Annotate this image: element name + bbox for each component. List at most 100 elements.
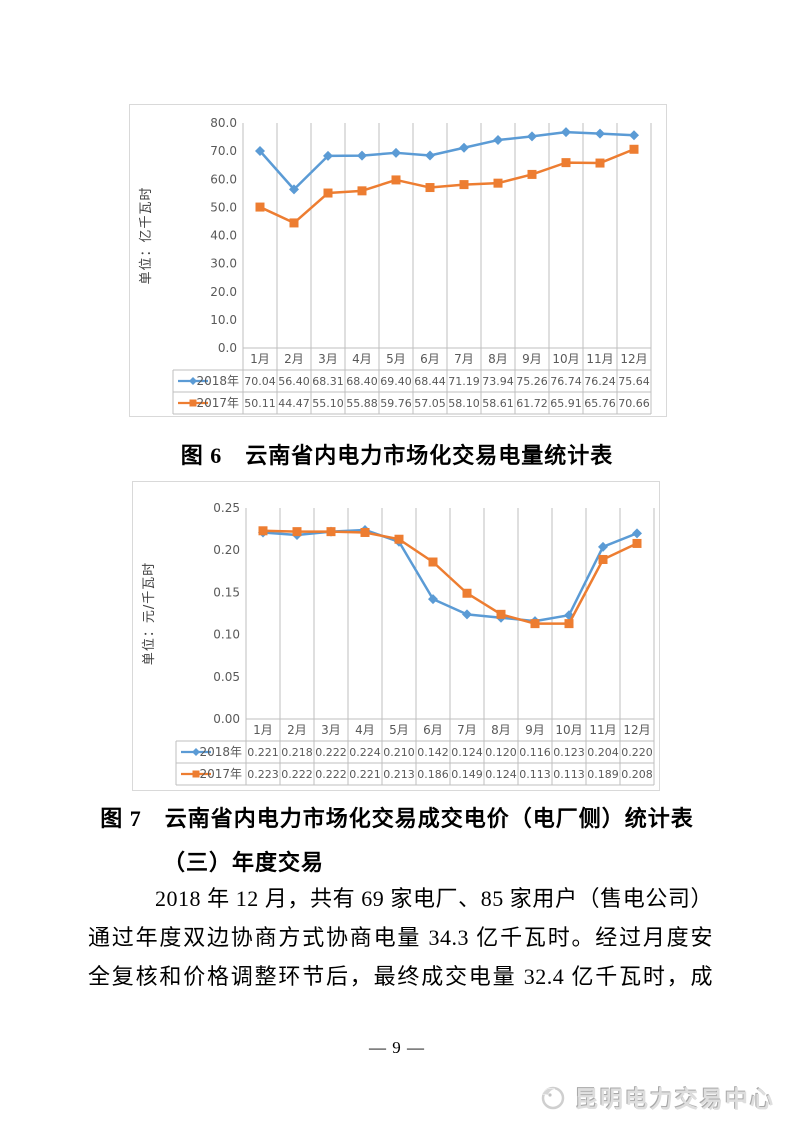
data-point-2017年 bbox=[394, 534, 404, 544]
y-axis-unit-label: 单位：亿千瓦时 bbox=[139, 186, 154, 284]
month-label: 7月 bbox=[454, 352, 474, 366]
data-point-2018年 bbox=[595, 128, 605, 139]
month-label: 1月 bbox=[253, 723, 273, 737]
value-cell: 75.64 bbox=[618, 375, 650, 388]
value-cell: 50.11 bbox=[244, 397, 276, 410]
y-tick-label: 30.0 bbox=[210, 257, 237, 271]
month-label: 4月 bbox=[352, 352, 372, 366]
value-cell: 0.221 bbox=[247, 746, 279, 759]
value-cell: 0.120 bbox=[485, 746, 517, 759]
data-point-2018年 bbox=[629, 130, 639, 141]
value-cell: 0.124 bbox=[451, 746, 483, 759]
value-cell: 75.26 bbox=[516, 375, 548, 388]
value-cell: 0.220 bbox=[621, 746, 653, 759]
value-cell: 59.76 bbox=[380, 397, 412, 410]
value-cell: 0.224 bbox=[349, 746, 381, 759]
figure-7-chart-box: 0.25 0.20 0.15 0.10 0.05 0.00 单位：元/千瓦时 1月 2月 3月 4月… bbox=[132, 481, 660, 791]
data-point-2017年 bbox=[323, 188, 333, 198]
value-cell: 76.24 bbox=[584, 375, 616, 388]
data-point-2017年 bbox=[527, 169, 537, 179]
month-label: 5月 bbox=[389, 723, 409, 737]
value-cell: 0.223 bbox=[247, 768, 279, 781]
data-point-2018年 bbox=[357, 150, 367, 161]
data-point-2017年 bbox=[493, 178, 503, 188]
figure-6-line-chart: 80.0 70.0 60.0 50.0 40.0 30.0 20.0 10.0 0.0 单位：亿千… bbox=[139, 116, 652, 415]
y-tick-label: 70.0 bbox=[210, 144, 237, 158]
y-tick-label: 0.05 bbox=[213, 670, 240, 684]
value-cell: 0.149 bbox=[451, 768, 483, 781]
value-cell: 0.186 bbox=[417, 768, 449, 781]
month-label: 2月 bbox=[287, 723, 307, 737]
value-cell: 0.210 bbox=[383, 746, 415, 759]
legend-series-name: 2017年 bbox=[199, 767, 242, 781]
value-cell: 0.116 bbox=[519, 746, 551, 759]
data-point-2018年 bbox=[391, 147, 401, 158]
data-point-2018年 bbox=[289, 184, 299, 195]
data-point-2017年 bbox=[326, 527, 336, 537]
data-point-2017年 bbox=[595, 158, 605, 168]
y-tick-label: 10.0 bbox=[210, 313, 237, 327]
exchange-logo-icon bbox=[541, 1086, 565, 1110]
data-point-2018年 bbox=[255, 146, 265, 157]
figure-7-caption: 图 7 云南省内电力市场化交易成交电价（电厂侧）统计表 bbox=[100, 806, 694, 831]
value-cell: 76.74 bbox=[550, 375, 582, 388]
legend-marker-2017年 bbox=[192, 770, 200, 778]
month-label: 10月 bbox=[552, 352, 579, 366]
y-axis-unit-label: 单位：元/千瓦时 bbox=[142, 562, 157, 665]
value-cell: 0.189 bbox=[587, 768, 619, 781]
value-cell: 0.113 bbox=[519, 768, 551, 781]
data-point-2017年 bbox=[292, 527, 302, 537]
month-label: 5月 bbox=[386, 352, 406, 366]
value-cell: 57.05 bbox=[414, 397, 446, 410]
data-point-2017年 bbox=[425, 183, 435, 193]
figure-7-line-chart: 0.25 0.20 0.15 0.10 0.05 0.00 单位：元/千瓦时 1月 2月 3月 4月… bbox=[142, 501, 655, 786]
value-cell: 58.61 bbox=[482, 397, 514, 410]
value-cell: 0.221 bbox=[349, 768, 381, 781]
y-tick-label: 0.15 bbox=[213, 585, 240, 599]
value-cell: 56.40 bbox=[278, 375, 310, 388]
value-cell: 0.204 bbox=[587, 746, 619, 759]
value-cell: 65.91 bbox=[550, 397, 582, 410]
data-point-2017年 bbox=[598, 554, 608, 564]
series-line-2018年 bbox=[259, 130, 635, 191]
month-label: 3月 bbox=[321, 723, 341, 737]
value-cell: 0.222 bbox=[315, 746, 347, 759]
month-label: 12月 bbox=[620, 352, 647, 366]
month-label: 6月 bbox=[420, 352, 440, 366]
legend-marker-2017年 bbox=[189, 399, 197, 407]
series-line-2017年 bbox=[262, 529, 638, 625]
data-point-2017年 bbox=[391, 175, 401, 185]
series-line-2017年 bbox=[259, 148, 635, 225]
value-cell: 0.113 bbox=[553, 768, 585, 781]
data-point-2017年 bbox=[496, 609, 506, 619]
value-cell: 70.04 bbox=[244, 375, 276, 388]
month-label: 4月 bbox=[355, 723, 375, 737]
y-tick-label: 20.0 bbox=[210, 285, 237, 299]
month-label: 6月 bbox=[423, 723, 443, 737]
legend-series-name: 2018年 bbox=[196, 374, 239, 388]
month-label: 3月 bbox=[318, 352, 338, 366]
value-cell: 0.123 bbox=[553, 746, 585, 759]
value-cell: 0.124 bbox=[485, 768, 517, 781]
footer-logo-text: 昆明电力交易中心 bbox=[575, 1087, 775, 1113]
data-point-2017年 bbox=[255, 202, 265, 212]
value-cell: 0.222 bbox=[315, 768, 347, 781]
month-label: 9月 bbox=[525, 723, 545, 737]
month-label: 7月 bbox=[457, 723, 477, 737]
paragraph-line: 通过年度双边协商方式协商电量 34.3 亿千瓦时。经过月度安 bbox=[88, 925, 713, 950]
data-point-2018年 bbox=[527, 131, 537, 142]
y-tick-label: 0.0 bbox=[218, 341, 237, 355]
value-cell: 44.47 bbox=[278, 397, 310, 410]
y-tick-label: 0.20 bbox=[213, 543, 240, 557]
month-label: 11月 bbox=[586, 352, 613, 366]
value-cell: 65.76 bbox=[584, 397, 616, 410]
data-point-2017年 bbox=[360, 527, 370, 537]
y-tick-label: 80.0 bbox=[210, 116, 237, 130]
data-point-2018年 bbox=[425, 150, 435, 161]
value-cell: 0.142 bbox=[417, 746, 449, 759]
value-cell: 0.208 bbox=[621, 768, 653, 781]
legend-marker-2018年 bbox=[192, 748, 200, 756]
value-cell: 71.19 bbox=[448, 375, 480, 388]
value-cell: 0.222 bbox=[281, 768, 313, 781]
body-paragraph: 2018 年 12 月，共有 69 家电厂、85 家用户（售电公司） 通过年度双… bbox=[88, 879, 713, 996]
